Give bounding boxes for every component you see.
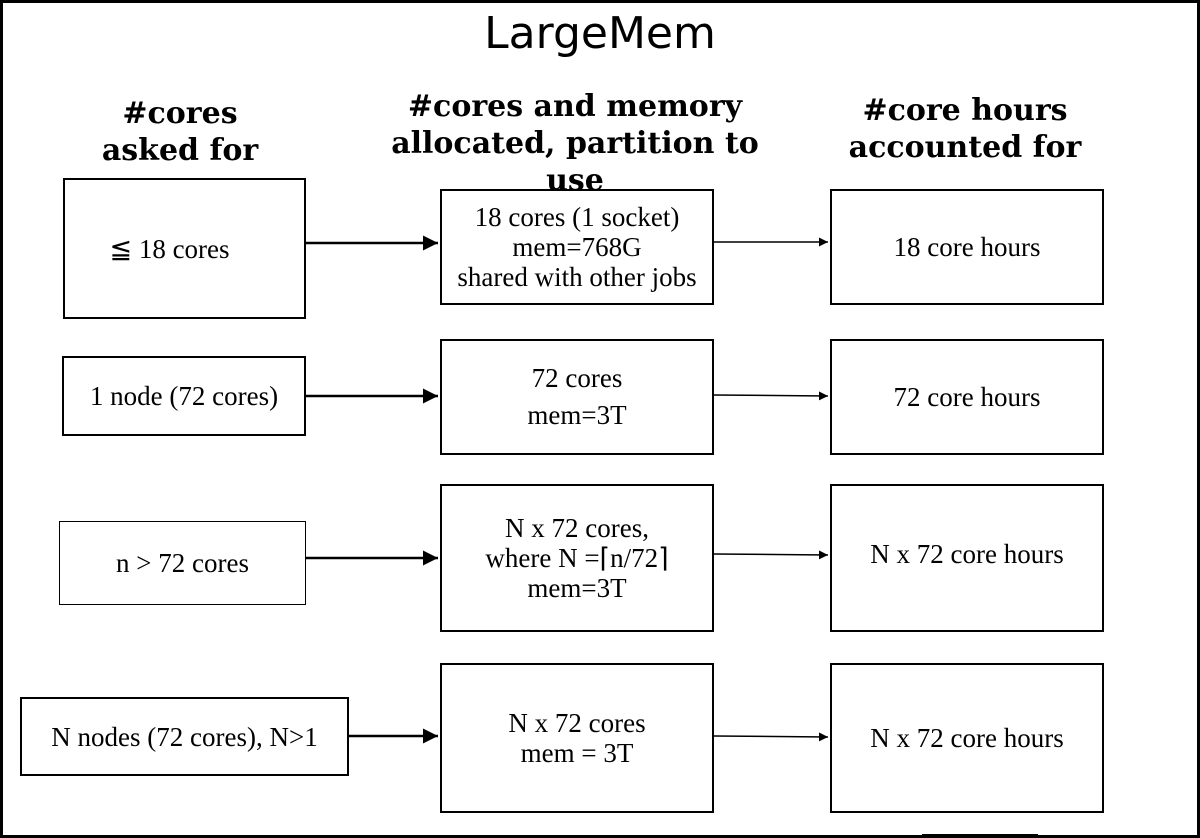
header-requested-line-1: #cores <box>122 96 238 131</box>
row3-allocated-line-2: where N =⌈n/72⌉ <box>485 543 669 573</box>
row4-accounted-text: N x 72 core hours <box>870 723 1064 753</box>
row3-accounted-text: N x 72 core hours <box>870 539 1064 569</box>
bottom-edge-mark <box>922 834 1038 838</box>
row2-accounted-text: 72 core hours <box>893 382 1041 412</box>
header-allocated: #cores and memory allocated, partition t… <box>370 88 780 199</box>
row3-accounted-box: N x 72 core hours <box>830 484 1104 632</box>
row1-requested-text: ≦ 18 cores <box>109 233 230 264</box>
arrow-row4-allocated-to-accounted <box>713 732 829 742</box>
row3-allocated-line-3: mem=3T <box>527 573 627 603</box>
row2-requested-box: 1 node (72 cores) <box>62 356 306 436</box>
header-requested: #cores asked for <box>60 95 300 169</box>
row4-accounted-box: N x 72 core hours <box>830 663 1104 813</box>
row2-allocated-line-1: 72 cores <box>531 363 623 393</box>
row3-allocated-box: N x 72 cores, where N =⌈n/72⌉ mem=3T <box>440 484 714 632</box>
row2-allocated-box: 72 cores mem=3T <box>440 339 714 455</box>
diagram-title: LargeMem <box>484 8 716 59</box>
row1-allocated-line-1: 18 cores (1 socket) <box>474 202 680 232</box>
row1-accounted-box: 18 core hours <box>830 189 1104 305</box>
row1-allocated-line-3: shared with other jobs <box>457 262 697 292</box>
header-accounted-line-2: accounted for <box>848 130 1082 165</box>
header-allocated-line-1: #cores and memory <box>407 89 743 124</box>
row2-allocated-line-2: mem=3T <box>527 400 627 430</box>
row1-accounted-text: 18 core hours <box>893 232 1041 262</box>
row4-requested-text: N nodes (72 cores), N>1 <box>51 721 318 752</box>
row3-allocated-line-1: N x 72 cores, <box>505 513 649 543</box>
row4-allocated-line-2: mem = 3T <box>520 738 634 768</box>
row1-requested-box: ≦ 18 cores <box>63 178 306 319</box>
row4-requested-box: N nodes (72 cores), N>1 <box>20 697 349 776</box>
arrow-row3-allocated-to-accounted <box>713 550 829 560</box>
row1-allocated-line-2: mem=768G <box>512 232 642 262</box>
header-accounted: #core hours accounted for <box>840 92 1090 166</box>
row1-allocated-box: 18 cores (1 socket) mem=768G shared with… <box>440 189 714 305</box>
header-requested-line-2: asked for <box>101 133 259 168</box>
row3-requested-text: n > 72 cores <box>116 548 249 578</box>
row2-accounted-box: 72 core hours <box>830 339 1104 455</box>
row3-requested-box: n > 72 cores <box>59 521 306 605</box>
row2-requested-text: 1 node (72 cores) <box>89 381 279 411</box>
row4-allocated-line-1: N x 72 cores <box>508 708 646 738</box>
row4-allocated-box: N x 72 cores mem = 3T <box>440 663 714 813</box>
header-accounted-line-1: #core hours <box>862 93 1068 128</box>
arrow-row2-allocated-to-accounted <box>713 391 829 401</box>
